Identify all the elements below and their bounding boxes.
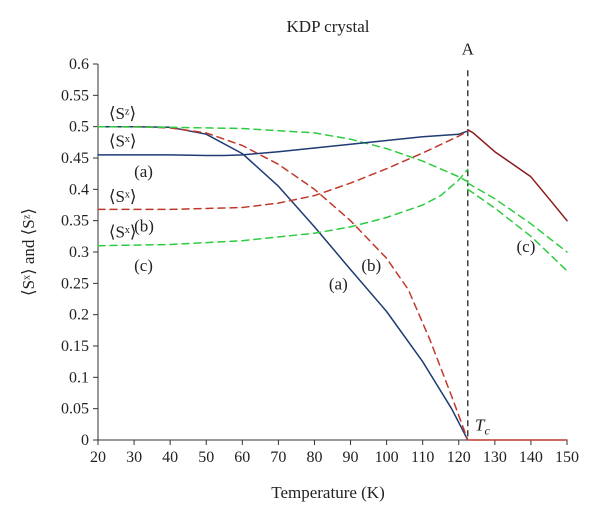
series-line: [467, 182, 568, 253]
x-tick-label: 60: [234, 449, 250, 466]
x-tick-label: 140: [519, 449, 543, 466]
x-tick-label: 150: [555, 449, 579, 466]
annotation-label: (c): [134, 256, 153, 275]
y-tick-label: 0.35: [61, 213, 89, 230]
series-layer: [97, 125, 568, 441]
x-tick-label: 80: [306, 449, 322, 466]
series-line: [467, 188, 568, 272]
x-tick-label: 30: [126, 449, 142, 466]
y-tick-label: 0.2: [69, 307, 89, 324]
y-tick-label: 0: [81, 432, 89, 449]
annotation-label: ⟨Sˣ⟩: [109, 223, 137, 242]
annotation-label: A: [462, 40, 475, 59]
x-tick-label: 120: [447, 449, 471, 466]
annotation-label: (a): [329, 275, 348, 294]
y-tick-label: 0.6: [69, 56, 89, 73]
annotation-label: (c): [516, 237, 535, 256]
annotation-label: (b): [361, 256, 381, 275]
y-tick-label: 0.25: [61, 275, 89, 292]
annotation-label: ⟨Sˣ⟩: [109, 132, 137, 151]
annotation-label: ⟨Sᶻ⟩: [109, 104, 136, 123]
x-tick-label: 50: [198, 449, 214, 466]
x-tick-label: 20: [90, 449, 106, 466]
series-line: [467, 129, 568, 222]
annotation-label: ⟨Sˣ⟩: [109, 187, 137, 206]
y-tick-label: 0.55: [61, 87, 89, 104]
series-line: [97, 125, 469, 441]
x-tick-label: 90: [343, 449, 359, 466]
series-line: [97, 130, 469, 211]
x-tick-label: 110: [411, 449, 434, 466]
y-axis-title: ⟨Sˣ⟩ and ⟨Sᶻ⟩: [19, 208, 38, 296]
x-axis-title: Temperature (K): [271, 483, 385, 502]
annotation-label: (b): [134, 216, 154, 235]
x-tick-label: 100: [375, 449, 399, 466]
plot-area: 0 0.05 0.1 0.15 0.2 0.25 0.3 0.35 0.4 0.45 0.5 0.55…: [61, 56, 579, 466]
y-tick-label: 0.15: [61, 338, 89, 355]
series-line: [97, 130, 469, 157]
y-tick-label: 0.5: [69, 119, 89, 136]
annotation-label: Tc: [475, 416, 490, 438]
y-tick-label: 0.05: [61, 401, 89, 418]
y-tick-label: 0.45: [61, 150, 89, 167]
y-tick-label: 0.1: [69, 369, 89, 386]
annotation-label: (a): [134, 162, 153, 181]
series-line: [97, 168, 469, 247]
annotations-layer: ⟨Sᶻ⟩⟨Sˣ⟩(a)⟨Sˣ⟩(b)⟨Sˣ⟩(c)(a)(b)(c)ATc: [109, 40, 536, 438]
series-line: [97, 125, 469, 183]
x-tick-label: 70: [270, 449, 286, 466]
x-tick-label: 40: [162, 449, 178, 466]
y-tick-label: 0.3: [69, 244, 89, 261]
x-tick-label: 130: [483, 449, 507, 466]
series-line: [97, 125, 469, 441]
y-tick-label: 0.4: [69, 181, 89, 198]
chart-title: KDP crystal: [287, 17, 370, 36]
